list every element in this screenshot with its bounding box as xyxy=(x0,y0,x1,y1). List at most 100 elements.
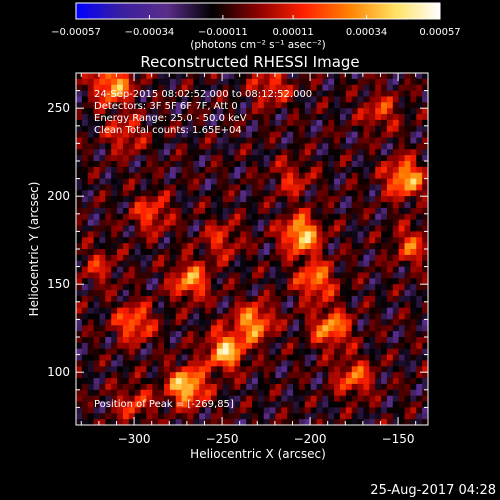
heatmap-cell xyxy=(128,161,136,168)
heatmap-cell xyxy=(287,190,294,197)
heatmap-cell xyxy=(87,213,94,221)
heatmap-cell xyxy=(322,401,329,408)
heatmap-cell xyxy=(158,337,165,344)
heatmap-cell xyxy=(322,202,329,209)
heatmap-cell xyxy=(181,119,188,127)
heatmap-cell xyxy=(210,413,218,420)
heatmap-cell xyxy=(257,137,265,144)
heatmap-cell xyxy=(240,419,247,425)
heatmap-cell xyxy=(128,301,136,309)
heatmap-cell xyxy=(287,219,294,226)
heatmap-cell xyxy=(134,249,141,256)
heatmap-cell xyxy=(392,284,400,291)
heatmap-cell xyxy=(146,237,153,244)
heatmap-cell xyxy=(146,225,153,232)
heatmap-cell xyxy=(422,237,428,244)
heatmap-cell xyxy=(392,295,400,303)
heatmap-cell xyxy=(87,172,94,179)
heatmap-cell xyxy=(199,207,206,215)
heatmap-cell xyxy=(357,342,364,350)
heatmap-cell xyxy=(416,278,423,285)
heatmap-cell xyxy=(410,190,417,197)
heatmap-cell xyxy=(410,114,417,121)
heatmap-cell xyxy=(357,372,364,379)
heatmap-cell xyxy=(152,73,159,80)
heatmap-cell xyxy=(99,202,106,209)
heatmap-cell xyxy=(81,202,89,209)
heatmap-cell xyxy=(193,401,200,408)
heatmap-cell xyxy=(158,219,165,226)
heatmap-cell xyxy=(263,284,270,291)
heatmap-cell xyxy=(158,278,165,285)
heatmap-cell xyxy=(169,172,177,179)
heatmap-cell xyxy=(410,383,417,391)
heatmap-cell xyxy=(269,114,276,121)
heatmap-cell xyxy=(216,213,224,221)
heatmap-cell xyxy=(146,149,153,156)
heatmap-cell xyxy=(228,237,235,244)
heatmap-cell xyxy=(222,231,229,238)
heatmap-cell xyxy=(205,301,212,309)
heatmap-cell xyxy=(345,254,353,262)
heatmap-cell xyxy=(287,383,294,391)
heatmap-cell xyxy=(275,342,282,350)
heatmap-cell xyxy=(269,413,276,420)
heatmap-cell xyxy=(193,125,200,133)
heatmap-cell xyxy=(93,313,100,320)
heatmap-cell xyxy=(152,407,159,414)
heatmap-cell xyxy=(205,348,212,355)
heatmap-cell xyxy=(222,290,229,297)
heatmap-cell xyxy=(351,337,358,344)
heatmap-cell xyxy=(240,254,247,262)
heatmap-cell xyxy=(152,243,159,250)
heatmap-cell xyxy=(252,225,259,232)
heatmap-cell xyxy=(93,219,100,226)
heatmap-cell xyxy=(328,137,335,144)
colorbar-tick-label: 0.00034 xyxy=(346,27,387,38)
heatmap-cell xyxy=(275,131,282,138)
heatmap-cell xyxy=(404,331,411,338)
heatmap-cell xyxy=(81,190,89,197)
heatmap-cell xyxy=(257,202,265,209)
heatmap-cell xyxy=(205,84,212,91)
heatmap-cell xyxy=(340,90,347,97)
heatmap-cell xyxy=(93,372,100,379)
heatmap-cell xyxy=(275,237,282,244)
heatmap-cell xyxy=(99,178,106,185)
heatmap-cell xyxy=(269,78,276,86)
heatmap-cell xyxy=(410,166,417,174)
heatmap-cell xyxy=(281,254,288,262)
heatmap-cell xyxy=(416,202,423,209)
heatmap-cell xyxy=(281,184,288,191)
heatmap-cell xyxy=(216,319,224,326)
heatmap-cell xyxy=(404,313,411,320)
heatmap-cell xyxy=(287,125,294,133)
heatmap-cell xyxy=(363,231,370,238)
heatmap-cell xyxy=(216,237,224,244)
heatmap-cell xyxy=(263,366,270,373)
heatmap-cell xyxy=(134,313,141,320)
heatmap-cell xyxy=(316,90,323,97)
heatmap-cell xyxy=(122,178,130,185)
heatmap-cell xyxy=(381,90,388,97)
heatmap-cell xyxy=(398,319,405,326)
heatmap-cell xyxy=(422,149,428,156)
heatmap-cell xyxy=(205,155,212,162)
heatmap-cell xyxy=(404,360,411,367)
heatmap-cell xyxy=(345,172,353,179)
heatmap-cell xyxy=(298,260,306,267)
heatmap-cell xyxy=(87,161,94,168)
heatmap-cell xyxy=(146,143,153,150)
heatmap-cell xyxy=(140,413,147,420)
heatmap-cell xyxy=(240,114,247,121)
heatmap-cell xyxy=(169,237,177,244)
heatmap-cell xyxy=(416,378,423,385)
heatmap-cell xyxy=(128,90,136,97)
heatmap-cell xyxy=(298,231,306,238)
heatmap-cell xyxy=(228,207,235,215)
heatmap-cell xyxy=(351,413,358,420)
heatmap-cell xyxy=(122,114,130,121)
heatmap-cell xyxy=(146,73,153,80)
heatmap-cell xyxy=(275,207,282,215)
heatmap-cell xyxy=(398,84,405,91)
